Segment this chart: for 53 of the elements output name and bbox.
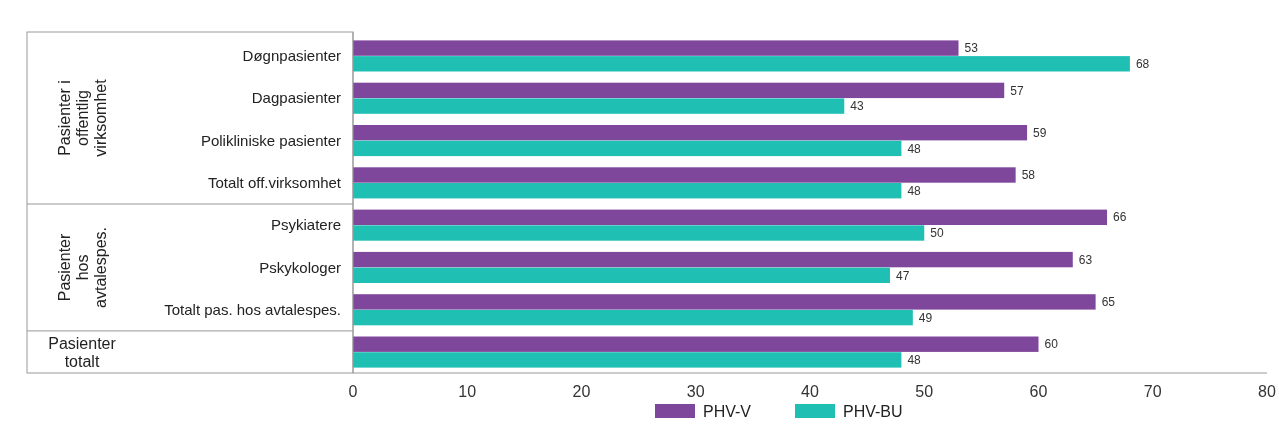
y-tick-label: Døgnpasienter [242, 47, 341, 65]
bar [353, 209, 1108, 225]
x-tick-label: 80 [1258, 382, 1276, 400]
data-label: 60 [1044, 337, 1059, 352]
bar [353, 251, 1073, 268]
y-tick-label: Dagpasienter [251, 89, 341, 107]
data-label: 63 [1078, 252, 1093, 267]
bar [353, 267, 890, 283]
bar [353, 352, 902, 368]
x-tick-label: 70 [1143, 382, 1162, 400]
bar [353, 336, 1039, 352]
bar [353, 125, 1028, 141]
data-label: 48 [907, 183, 922, 198]
bar [353, 40, 959, 56]
data-label: 43 [850, 99, 864, 114]
bar [353, 82, 1005, 99]
bar [353, 183, 902, 199]
bar [353, 167, 1016, 183]
data-label: 48 [907, 141, 922, 156]
x-tick-label: 0 [348, 382, 358, 400]
x-tick-label: 50 [915, 382, 934, 400]
y-tick-label: Polikliniske pasienter [200, 131, 341, 149]
y-tick-label: Pskykologer [259, 258, 341, 276]
y-tick-label: Totalt pas. hos avtalespes. [164, 301, 341, 319]
x-tick-label: 20 [572, 382, 591, 400]
x-tick-label: 10 [458, 382, 477, 400]
data-label: 66 [1113, 210, 1127, 225]
text: Pasienter totalt [48, 334, 117, 370]
bar [353, 309, 913, 326]
y-tick-label: Psykiatere [270, 216, 341, 234]
data-label: 48 [907, 353, 922, 368]
data-label: 68 [1135, 56, 1150, 71]
bar [353, 294, 1096, 310]
data-label: 49 [918, 310, 933, 325]
bar [353, 140, 902, 157]
data-label: 53 [964, 41, 979, 56]
text: Pasienter hos avtalespes. [55, 226, 109, 308]
data-label: 57 [1010, 83, 1024, 98]
legend-label: PHV-BU [843, 402, 903, 420]
data-label: 50 [930, 226, 944, 241]
data-label: 59 [1033, 125, 1047, 140]
data-label: 58 [1021, 168, 1036, 183]
x-tick-label: 30 [686, 382, 705, 400]
bar [353, 98, 845, 114]
data-label: 65 [1101, 295, 1116, 310]
bar [353, 225, 925, 241]
x-tick-label: 60 [1029, 382, 1048, 400]
text: Pasienter i offentlig virksomhet [55, 78, 109, 157]
x-tick-label: 40 [801, 382, 819, 400]
y-tick-label: Totalt off.virksomhet [207, 174, 342, 192]
bar [353, 56, 1130, 72]
legend-label: PHV-V [703, 402, 752, 420]
data-label: 47 [895, 268, 910, 283]
